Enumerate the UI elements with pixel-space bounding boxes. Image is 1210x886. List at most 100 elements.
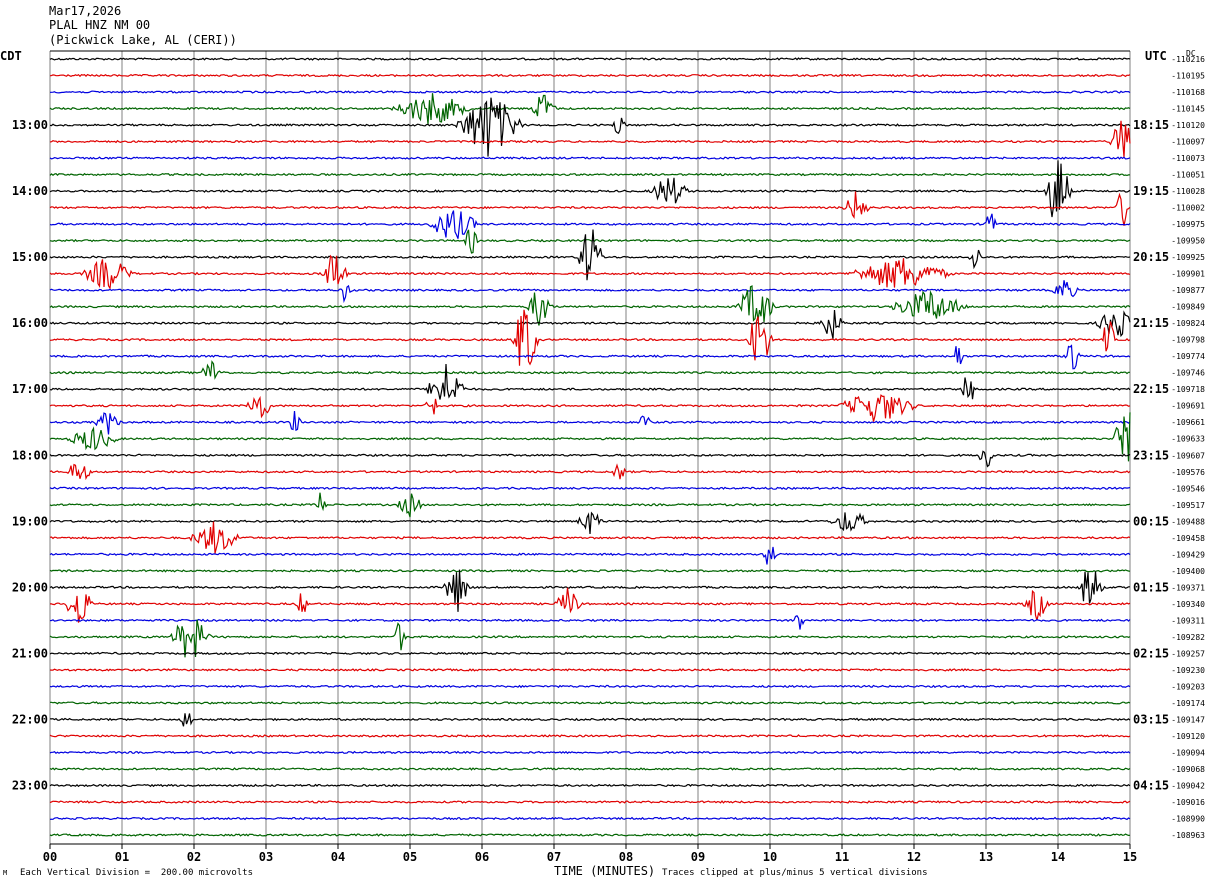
trace-line-39: [50, 701, 1131, 705]
dc-offset-label: -110168: [1171, 88, 1205, 97]
x-tick-label-05: 05: [403, 850, 417, 864]
dc-offset-label: -109203: [1171, 682, 1205, 691]
logo-mark: M: [3, 869, 8, 877]
left-hour-label: 21:00: [12, 646, 48, 660]
x-tick-label-03: 03: [259, 850, 273, 864]
trace-line-33: [50, 587, 1131, 623]
trace-line-31: [49, 569, 1131, 573]
trace-line-5: [49, 120, 1131, 158]
right-hour-label: 20:15: [1133, 250, 1169, 264]
right-hour-label: 02:15: [1133, 646, 1169, 660]
right-hour-label: 21:15: [1133, 316, 1169, 330]
trace-line-17: [49, 309, 1131, 366]
x-tick-label-12: 12: [907, 850, 921, 864]
dc-offset-label: -109849: [1171, 303, 1205, 312]
dc-offset-label: -109340: [1171, 600, 1205, 609]
x-tick-label-15: 15: [1123, 850, 1137, 864]
dc-offset-label: -109311: [1171, 616, 1205, 625]
trace-line-21: [49, 394, 1131, 422]
left-hour-label: 14:00: [12, 184, 48, 198]
x-axis-ticks: 00 01 02 03 04 05 06 07 08 09 10 11 12 13 14 15: [43, 844, 1137, 864]
trace-line-40: [49, 713, 1131, 727]
trace-line-35: [49, 619, 1131, 658]
station-label: PLAL HNZ NM 00: [49, 18, 151, 32]
trace-line-36: [49, 651, 1131, 656]
dc-offset-label: -109718: [1171, 385, 1205, 394]
location-label: (Pickwick Lake, AL (CERI)): [49, 33, 237, 47]
dc-offset-label: -110028: [1171, 187, 1205, 196]
trace-line-42: [49, 750, 1131, 755]
dc-offset-label: -110145: [1171, 105, 1205, 114]
right-hour-label: 23:15: [1133, 448, 1169, 462]
left-hour-labels: 13:00 14:00 15:00 16:00 17:00 18:00 19:00 20:00…: [12, 118, 48, 792]
trace-line-26: [49, 486, 1131, 491]
dc-offset-label: -109633: [1171, 435, 1205, 444]
trace-line-23: [49, 412, 1131, 462]
left-hour-label: 18:00: [12, 448, 48, 462]
trace-line-4: [49, 97, 1131, 157]
dc-offset-label: -109607: [1171, 451, 1205, 460]
right-hour-label: 03:15: [1133, 712, 1169, 726]
left-hour-label: 15:00: [12, 250, 48, 264]
x-tick-label-04: 04: [331, 850, 345, 864]
trace-line-18: [49, 344, 1131, 370]
trace-line-27: [49, 492, 1131, 518]
dc-offset-label: -109774: [1171, 352, 1205, 361]
trace-line-24: [49, 450, 1131, 468]
minute-gridlines: [49, 50, 1131, 845]
left-hour-label: 20:00: [12, 580, 48, 594]
dc-offset-label: -109546: [1171, 484, 1205, 493]
dc-offset-labels: -110216 -110195 -110168 -110145 -110120 -1100…: [1171, 55, 1205, 840]
dc-offset-label: -109458: [1171, 534, 1205, 543]
right-hour-label: 00:15: [1133, 514, 1169, 528]
dc-offset-label: -109147: [1171, 715, 1205, 724]
trace-line-2: [50, 90, 1131, 94]
trace-line-11: [49, 229, 1131, 254]
trace-line-41: [49, 734, 1131, 738]
x-axis-title: TIME (MINUTES): [554, 864, 656, 878]
trace-line-32: [49, 569, 1130, 612]
trace-line-14: [49, 280, 1131, 304]
trace-line-15: [49, 285, 1131, 326]
dc-offset-label: -109877: [1171, 286, 1205, 295]
dc-offset-label: -109975: [1171, 220, 1205, 229]
dc-offset-label: -109230: [1171, 666, 1205, 675]
trace-line-7: [49, 172, 1131, 177]
x-tick-label-08: 08: [619, 850, 633, 864]
trace-line-25: [49, 463, 1131, 481]
trace-line-34: [49, 615, 1131, 630]
trace-line-30: [49, 546, 1131, 565]
dc-offset-label: -109120: [1171, 732, 1205, 741]
trace-line-45: [49, 800, 1131, 804]
trace-line-6: [49, 156, 1131, 160]
left-hour-label: 13:00: [12, 118, 48, 132]
dc-offset-label: -109016: [1171, 798, 1205, 807]
x-tick-label-09: 09: [691, 850, 705, 864]
right-hour-label: 18:15: [1133, 118, 1169, 132]
x-tick-label-13: 13: [979, 850, 993, 864]
dc-offset-label: -109042: [1171, 781, 1205, 790]
right-hour-label: 04:15: [1133, 778, 1169, 792]
right-timezone-label: UTC: [1145, 49, 1167, 63]
dc-offset-label: -110097: [1171, 138, 1205, 147]
trace-line-44: [49, 783, 1131, 788]
dc-offset-label: -109925: [1171, 253, 1205, 262]
trace-line-10: [49, 210, 1131, 239]
trace-line-9: [49, 191, 1131, 226]
right-hour-label: 01:15: [1133, 580, 1169, 594]
x-tick-label-11: 11: [835, 850, 849, 864]
right-hour-label: 22:15: [1133, 382, 1169, 396]
trace-line-47: [49, 833, 1131, 837]
clip-note: Traces clipped at plus/minus 5 vertical …: [662, 868, 928, 878]
trace-line-29: [49, 521, 1131, 554]
dc-offset-label: -109691: [1171, 402, 1205, 411]
dc-offset-label: -109950: [1171, 237, 1205, 246]
left-hour-label: 16:00: [12, 316, 48, 330]
x-tick-label-14: 14: [1051, 850, 1065, 864]
dc-offset-label: -110216: [1171, 55, 1205, 64]
dc-offset-label: -110051: [1171, 171, 1205, 180]
left-timezone-label: CDT: [0, 49, 22, 63]
trace-line-13: [49, 254, 1131, 290]
left-hour-label: 23:00: [12, 778, 48, 792]
x-tick-label-06: 06: [475, 850, 489, 864]
